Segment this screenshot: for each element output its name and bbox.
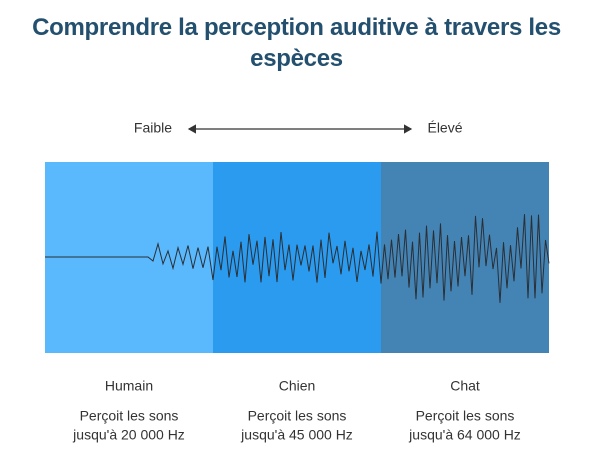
species-description: jusqu'à 64 000 Hz xyxy=(408,427,521,443)
species-name: Chien xyxy=(279,378,316,394)
species-description: Perçoit les sons xyxy=(80,408,179,424)
species-name: Humain xyxy=(105,378,153,394)
scale-high: Élevé xyxy=(427,120,462,136)
species-name: Chat xyxy=(450,378,480,394)
waveform xyxy=(45,214,550,303)
panel-dog xyxy=(213,162,381,353)
species-description: Perçoit les sons xyxy=(248,408,347,424)
species-description: jusqu'à 20 000 Hz xyxy=(72,427,185,443)
species-description: Perçoit les sons xyxy=(416,408,515,424)
species-description: jusqu'à 45 000 Hz xyxy=(240,427,353,443)
panel-cat xyxy=(381,162,549,353)
title: Comprendre la perception auditive à trav… xyxy=(32,14,561,72)
scale-low: Faible xyxy=(134,120,172,136)
